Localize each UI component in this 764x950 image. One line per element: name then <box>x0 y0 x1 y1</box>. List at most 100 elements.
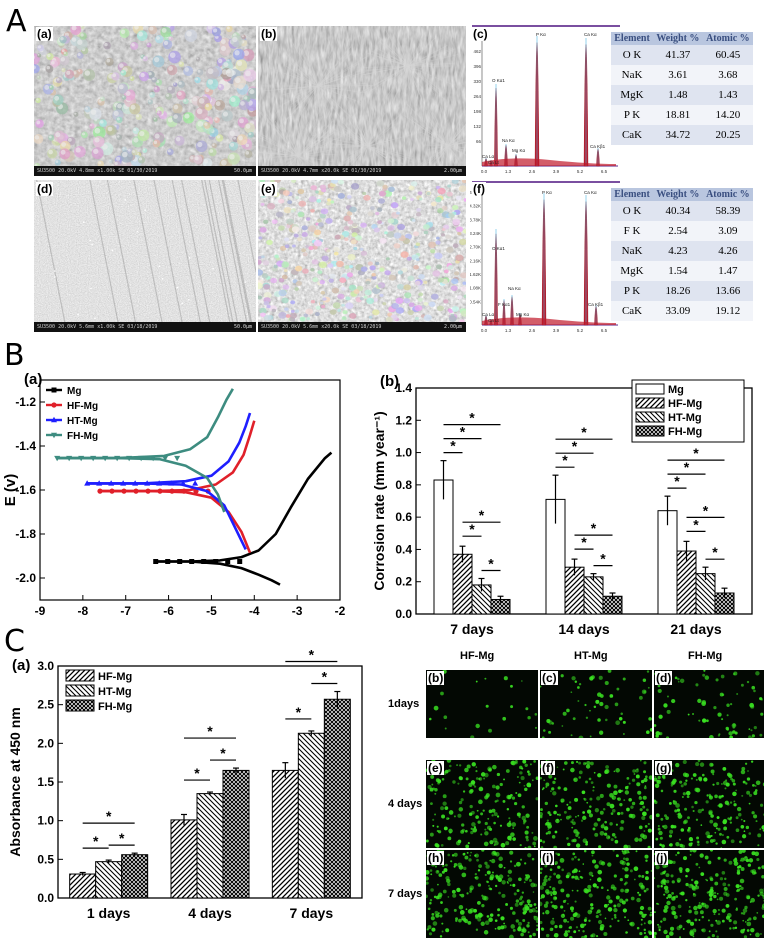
cell-dot <box>617 812 621 816</box>
sem-nodule-highlight <box>183 99 187 102</box>
cell-dot <box>645 870 649 875</box>
cell-dot <box>491 784 496 789</box>
cell-dot <box>725 893 730 897</box>
cell-dot <box>721 839 727 845</box>
x-tick-label: -6 <box>163 604 174 618</box>
cell-dot <box>670 905 676 911</box>
cell-dot <box>447 836 452 841</box>
cell-dot <box>533 915 536 918</box>
eds-table-cell: 33.09 <box>653 301 703 321</box>
sem-grain <box>443 299 449 304</box>
sem-crystal-ray <box>297 133 348 157</box>
sem-crystal-ray <box>290 85 319 90</box>
cell-dot <box>735 907 738 910</box>
sem-grain <box>341 286 346 291</box>
cell-dot <box>558 813 562 817</box>
sem-grain <box>371 272 376 277</box>
sem-texture-e <box>258 180 466 332</box>
cell-dot <box>608 899 613 904</box>
eds-x-tick-label: 0.0 <box>481 169 488 174</box>
cell-dot <box>623 799 626 802</box>
cell-dot <box>577 686 580 689</box>
sem-crystal-ray <box>357 65 409 69</box>
panel-label-a-a: (a) <box>36 27 53 41</box>
cell-dot <box>509 793 513 797</box>
cell-dot <box>430 873 433 876</box>
cell-dot <box>549 790 552 793</box>
sem-crystal-ray <box>377 56 409 67</box>
cell-dot <box>507 877 513 882</box>
cell-dot <box>757 844 760 847</box>
sem-grain <box>412 231 420 237</box>
sem-grain <box>345 296 351 301</box>
sem-crystal-ray <box>447 131 466 147</box>
cell-dot <box>428 932 433 936</box>
fluo-row-label: 7 days <box>388 888 423 900</box>
cell-dot <box>695 762 700 767</box>
cell-dot <box>709 819 714 824</box>
cell-dot <box>675 895 679 898</box>
cell-dot <box>535 910 538 913</box>
cell-dot <box>755 780 761 786</box>
cell-dot <box>705 831 710 836</box>
cell-dot <box>745 782 748 785</box>
eds-table-row: CaK 33.09 19.12 <box>611 301 753 321</box>
sem-crystal-ray <box>427 145 449 150</box>
sem-crystal-ray <box>317 83 353 87</box>
eds-y-tick-label: 330 <box>473 79 481 84</box>
cell-dot <box>735 884 740 889</box>
cell-dot <box>746 921 752 927</box>
cell-dot <box>698 866 701 869</box>
cell-dot <box>746 919 749 922</box>
sem-nodule-highlight <box>157 111 160 114</box>
cell-dot <box>478 799 483 805</box>
cell-dot <box>582 863 585 865</box>
cell-dot <box>691 805 694 809</box>
cell-dot <box>665 736 670 738</box>
sem-grain <box>360 222 367 228</box>
cell-dot <box>688 837 693 842</box>
cell-dot <box>553 932 559 938</box>
sem-nodule-highlight <box>184 67 189 72</box>
cell-dot <box>550 893 553 896</box>
sem-grain <box>320 208 329 215</box>
sem-crystal-ray <box>349 141 369 147</box>
sem-nodule-highlight <box>226 69 231 74</box>
sem-streak <box>133 180 165 332</box>
sem-grain <box>354 235 362 241</box>
sem-nodule-highlight <box>207 79 214 85</box>
cell-dot <box>527 931 530 934</box>
cell-dot <box>654 799 656 803</box>
cell-dot <box>429 899 433 902</box>
sem-grain <box>295 195 300 200</box>
data-point <box>180 480 187 486</box>
sem-streak <box>218 180 250 332</box>
cell-dot <box>729 801 733 804</box>
cell-dot <box>740 824 745 829</box>
sem-crystal-ray <box>367 145 392 163</box>
cell-dot <box>725 915 731 920</box>
cell-dot <box>529 903 533 908</box>
cell-dot <box>709 877 714 882</box>
sem-crystal-ray <box>367 145 384 162</box>
sem-grain <box>353 289 360 295</box>
sem-grain <box>297 211 305 218</box>
sem-grain <box>278 289 287 297</box>
cell-dot <box>555 818 560 824</box>
eds-table-row: O K 40.34 58.39 <box>611 201 753 221</box>
sem-grain <box>258 282 263 290</box>
cell-dot <box>698 902 701 904</box>
sem-crystal-ray <box>407 65 447 102</box>
cell-dot <box>748 917 752 921</box>
cell-dot <box>598 877 601 881</box>
cell-dot <box>519 844 522 847</box>
cell-dot <box>469 854 472 857</box>
cell-dot <box>474 876 477 879</box>
sem-nodule-highlight <box>234 77 241 84</box>
cell-dot <box>613 770 616 773</box>
eds-header-atomic: Atomic % <box>702 188 753 201</box>
cell-dot <box>507 874 510 877</box>
sem-crystal-ray <box>407 44 448 67</box>
